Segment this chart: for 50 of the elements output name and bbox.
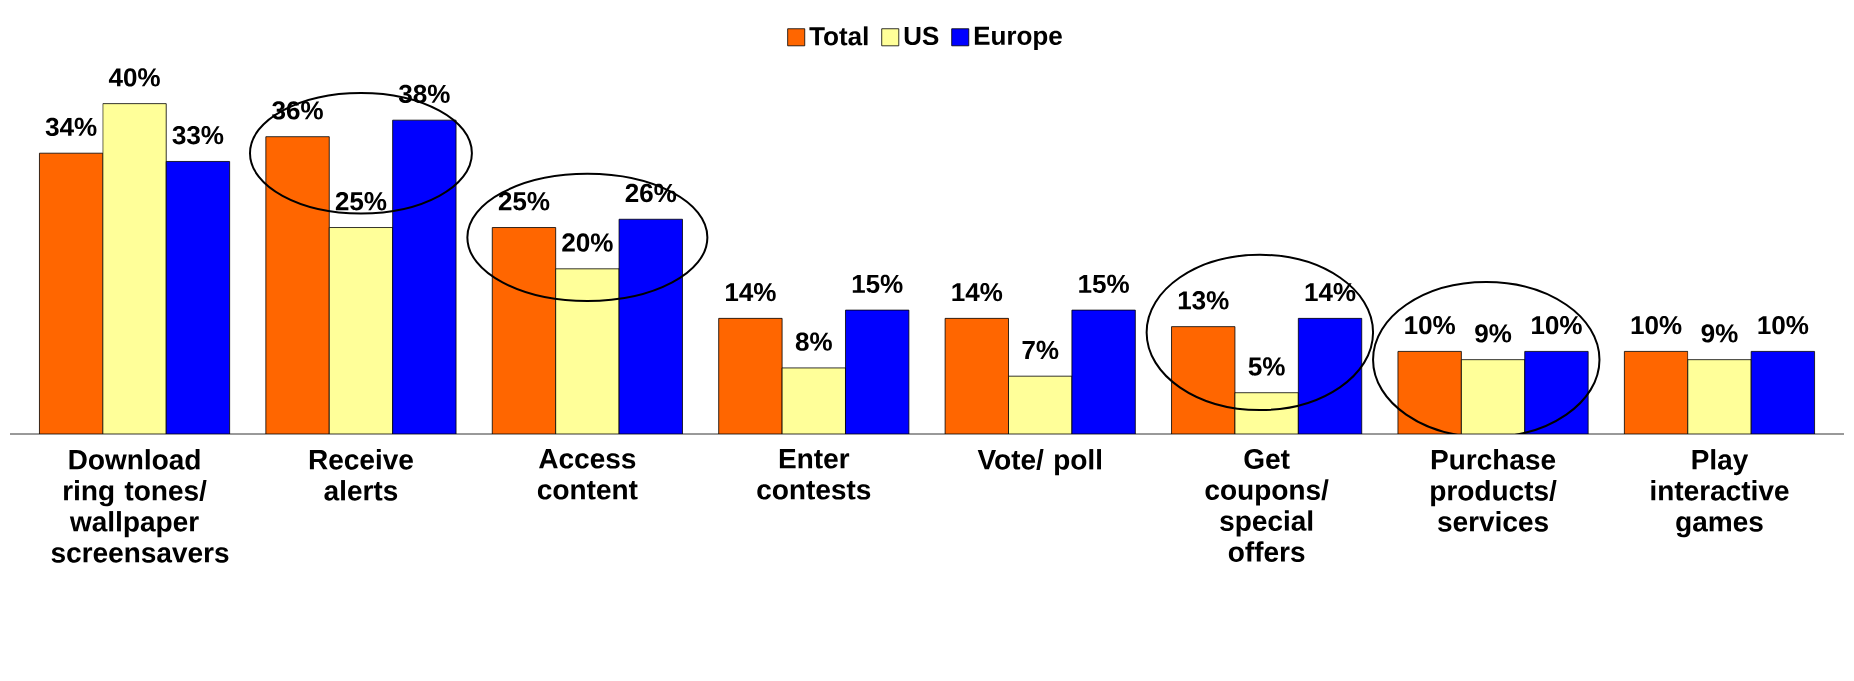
data-label: 9% (1475, 324, 1512, 343)
data-label: 10% (1758, 315, 1809, 335)
data-label: 5% (1248, 357, 1285, 376)
bar (1397, 351, 1462, 434)
bar (718, 318, 783, 434)
x-tick-label: Receive alerts (309, 449, 413, 501)
bar (945, 318, 1009, 434)
bar (1298, 318, 1362, 434)
x-tick-label: Enter contests (757, 449, 871, 500)
data-label: 33% (172, 125, 224, 145)
x-tick-label: Get coupons/ special offers (1205, 449, 1329, 562)
x-tick-label: Purchase products/ services (1431, 449, 1557, 532)
bar (619, 219, 683, 434)
data-label: 26% (625, 183, 677, 203)
legend-label: Europe (974, 26, 1062, 51)
bar (1623, 351, 1689, 434)
legend-label: US (904, 26, 939, 46)
bar (1524, 351, 1589, 434)
x-tick-label: Download ring tones/ wallpaper screensavers (51, 449, 229, 563)
data-label: 38% (398, 84, 450, 104)
data-label: 25% (498, 192, 550, 211)
data-label: 13% (1178, 291, 1229, 310)
data-label: 40% (108, 68, 160, 87)
bar (492, 227, 556, 434)
bar (1171, 326, 1235, 434)
x-tick-label: Play interactive games (1651, 449, 1789, 538)
x-tick-label: Vote/ poll (977, 449, 1101, 476)
x-tick-label: Access content (537, 449, 638, 500)
bar (392, 120, 457, 434)
data-label: 14% (1305, 283, 1356, 302)
data-label: 8% (795, 332, 832, 351)
data-label: 9% (1701, 324, 1738, 343)
data-label: 10% (1405, 315, 1455, 335)
data-label: 10% (1631, 315, 1682, 335)
legend-label: Total (809, 26, 868, 46)
data-label: 14% (726, 283, 776, 302)
data-label: 34% (45, 117, 97, 137)
data-label: 25% (335, 192, 387, 211)
bar (39, 153, 103, 434)
bar (166, 161, 230, 434)
data-label: 7% (1022, 340, 1059, 360)
data-label: 15% (1079, 274, 1129, 294)
bar (265, 136, 330, 434)
bar (845, 310, 909, 434)
data-label: 14% (952, 283, 1003, 302)
data-label: 20% (562, 233, 613, 252)
bar (1071, 310, 1136, 434)
bar (1750, 351, 1815, 434)
data-label: 10% (1532, 315, 1582, 335)
data-label: 15% (852, 274, 903, 294)
